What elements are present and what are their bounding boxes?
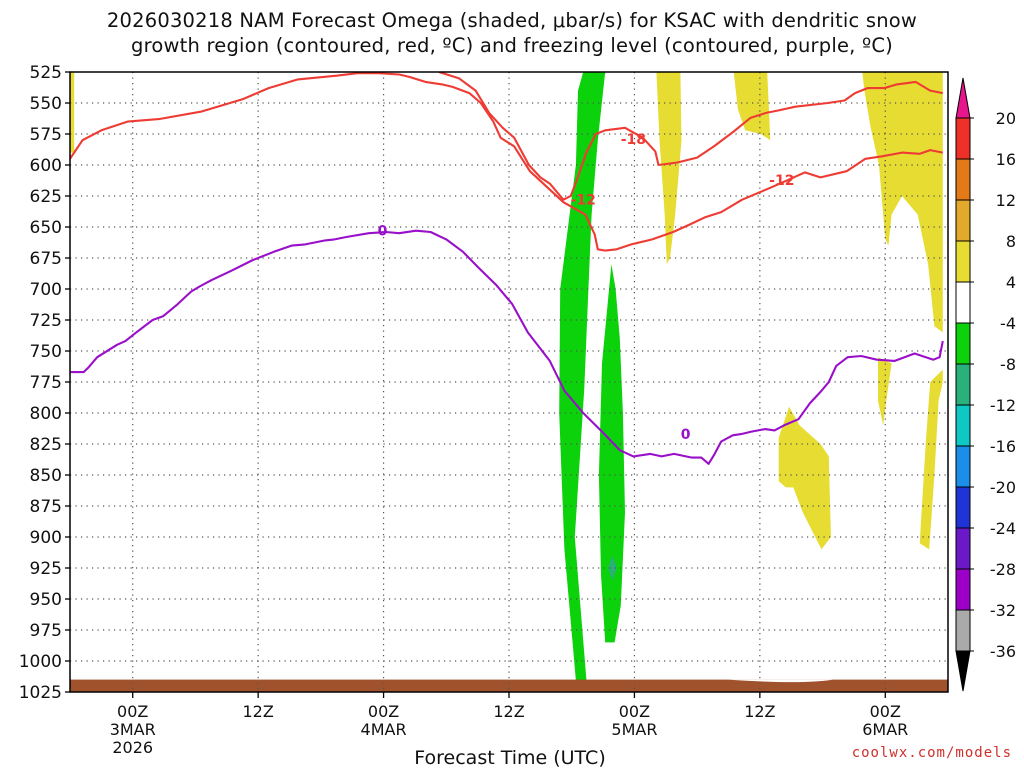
- colorbar-label: 12: [996, 191, 1016, 210]
- contour-lines: -12 -12 -18 0 0: [70, 72, 944, 465]
- credit-text: coolwx.com/models: [852, 745, 1012, 761]
- y-tick-label: 725: [30, 311, 62, 331]
- x-tick-label: 00Z: [619, 702, 650, 721]
- colorbar-label: -8: [1000, 355, 1016, 374]
- chart-title-line-1: 2026030218 NAM Forecast Omega (shaded, μ…: [106, 9, 918, 32]
- colorbar-label: -32: [990, 601, 1016, 620]
- y-tick-label: 575: [30, 125, 62, 145]
- colorbar-swatch: [955, 527, 971, 570]
- colorbar-label: -16: [990, 437, 1016, 456]
- plot-border: [69, 71, 949, 693]
- y-tick-label: 600: [30, 156, 62, 176]
- omega-region-8: [778, 406, 831, 550]
- y-tick-label: 750: [30, 342, 62, 362]
- colorbar-swatch: [955, 609, 971, 652]
- y-tick-label: 925: [30, 559, 62, 579]
- y-tick-label: 550: [30, 94, 62, 114]
- omega-shading: [70, 72, 943, 692]
- y-tick-label: 1000: [19, 652, 62, 672]
- x-tick-label: 12Z: [744, 702, 775, 721]
- contour-label: 0: [681, 427, 691, 443]
- contour-line--12: [70, 72, 944, 252]
- x-tick-label: 00Z: [117, 702, 148, 721]
- colorbar-swatch: [955, 445, 971, 488]
- colorbar-label: -20: [990, 478, 1016, 497]
- grid-lines: [70, 72, 948, 692]
- omega-region-3: [608, 555, 617, 581]
- x-tick-label: 5MAR: [611, 720, 657, 739]
- y-tick-label: 650: [30, 218, 62, 238]
- chart-title: 2026030218 NAM Forecast Omega (shaded, μ…: [0, 8, 1024, 58]
- y-tick-label: 825: [30, 435, 62, 455]
- x-tick-label: 6MAR: [862, 720, 908, 739]
- terrain-layer: [70, 679, 948, 692]
- colorbar-label: 20: [996, 109, 1016, 128]
- y-tick-label: 975: [30, 621, 62, 641]
- colorbar: 20 16 12 8 4 -4 -8 -12 -16 -20 -24 -28 -32 -36: [955, 77, 1016, 692]
- colorbar-swatch: [955, 404, 971, 447]
- contour-label: -18: [621, 132, 646, 148]
- colorbar-swatch: [955, 158, 971, 201]
- terrain-surface: [70, 679, 948, 692]
- colorbar-label: -12: [990, 396, 1016, 415]
- y-tick-label: 850: [30, 466, 62, 486]
- y-tick-label: 700: [30, 280, 62, 300]
- y-tick-label: 675: [30, 249, 62, 269]
- colorbar-swatch: [955, 199, 971, 242]
- colorbar-label: 8: [1006, 232, 1016, 251]
- omega-region-10: [919, 369, 943, 550]
- colorbar-label: 4: [1006, 273, 1016, 292]
- colorbar-swatch: [955, 568, 971, 611]
- x-tick-label: 12Z: [242, 702, 273, 721]
- contour-label: -12: [571, 193, 596, 209]
- omega-region-4: [70, 72, 75, 153]
- colorbar-swatch: [955, 281, 971, 324]
- colorbar-label: -4: [1000, 314, 1016, 333]
- omega-region-5: [656, 72, 682, 265]
- y-tick-label: 875: [30, 497, 62, 517]
- x-tick-label: 12Z: [493, 702, 524, 721]
- colorbar-swatch: [955, 363, 971, 406]
- omega-region-6: [733, 72, 771, 141]
- omega-region-7: [862, 72, 943, 333]
- colorbar-label: -24: [990, 519, 1016, 538]
- y-axis-ticks: 525 550 575 600 625 650 675 700 725 750 775 800 825 8…: [19, 63, 70, 703]
- terrain-notch: [728, 679, 834, 683]
- colorbar-swatch: [955, 322, 971, 365]
- x-tick-label: 3MAR: [110, 720, 156, 739]
- chart-title-line-2: growth region (contoured, red, ºC) and f…: [131, 34, 893, 57]
- x-axis-label: Forecast Time (UTC): [414, 747, 605, 768]
- omega-region-2: [598, 264, 625, 643]
- colorbar-label: -28: [990, 560, 1016, 579]
- colorbar-upper-extend: [955, 77, 971, 119]
- y-tick-label: 950: [30, 590, 62, 610]
- colorbar-lower-extend: [955, 650, 971, 692]
- contour-line-0: [70, 229, 944, 465]
- y-tick-label: 525: [30, 63, 62, 83]
- y-tick-label: 1025: [19, 683, 62, 703]
- x-tick-label: 00Z: [870, 702, 901, 721]
- contour-line--18: [438, 72, 944, 201]
- contour-label: 0: [378, 224, 388, 240]
- colorbar-swatch: [955, 486, 971, 529]
- y-tick-label: 775: [30, 373, 62, 393]
- colorbar-label: 16: [996, 150, 1016, 169]
- y-tick-label: 800: [30, 404, 62, 424]
- colorbar-swatch: [955, 240, 971, 283]
- plot-frame: [69, 71, 949, 693]
- y-tick-label: 625: [30, 187, 62, 207]
- x-tick-label: 00Z: [368, 702, 399, 721]
- colorbar-label: -36: [990, 642, 1016, 661]
- y-tick-label: 900: [30, 528, 62, 548]
- x-tick-label: 2026: [112, 738, 153, 757]
- x-tick-label: 4MAR: [361, 720, 407, 739]
- contour-label: -12: [769, 173, 794, 189]
- colorbar-swatch: [955, 117, 971, 160]
